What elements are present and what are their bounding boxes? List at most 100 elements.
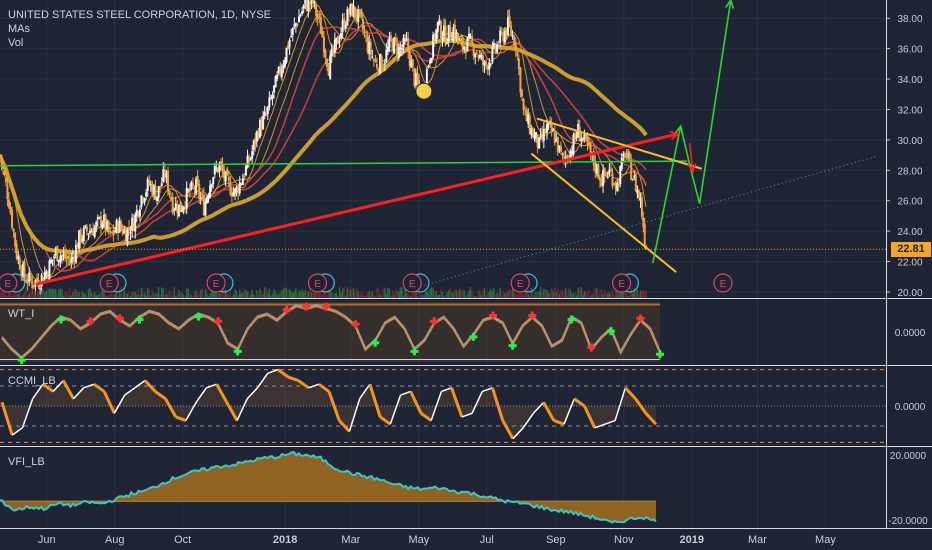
price-tick-label: 30.00 (897, 136, 922, 147)
symbol-title[interactable]: UNITED STATES STEEL CORPORATION, 1D, NYS… (8, 9, 272, 21)
candle-body (547, 122, 550, 125)
candle-body (360, 9, 363, 18)
last-price-tag: 22.81 (891, 241, 931, 257)
volume-bar (588, 290, 590, 298)
candle-body (204, 201, 207, 216)
volume-bar (391, 290, 394, 298)
candle-body (212, 177, 215, 185)
volume-bar (25, 287, 27, 298)
volume-bar (624, 290, 626, 298)
volume-bar (145, 295, 147, 298)
volume-bar (547, 293, 550, 298)
candle-body (391, 39, 394, 51)
volume-bar (614, 290, 617, 298)
ccmi-pane-label[interactable]: CCMI_LB (8, 375, 56, 387)
volume-bar (608, 292, 611, 298)
candle-body (305, 0, 308, 11)
candle-body (124, 229, 127, 242)
candle-body (321, 31, 324, 38)
volume-bar (516, 294, 519, 298)
volume-bar (312, 293, 314, 298)
candle-body (25, 279, 28, 283)
candle-body (196, 175, 199, 185)
volume-bar (23, 291, 26, 298)
wt-pane-label[interactable]: WT_I (8, 308, 35, 320)
wt-oscillator: 0.0000 (0, 302, 926, 365)
ccmi-segment (563, 398, 575, 425)
volume-bar (455, 290, 458, 298)
candle-body (101, 223, 104, 229)
candle-body (511, 34, 514, 38)
volume-bar (36, 291, 38, 298)
volume-bar (114, 293, 116, 298)
candle-body (517, 58, 520, 69)
candle-body (140, 195, 143, 207)
moving-average-100 (0, 38, 648, 255)
volume-bar (47, 289, 49, 298)
volume-bar (494, 294, 497, 298)
candle-body (489, 63, 492, 65)
price-tick-label: 26.00 (897, 197, 922, 208)
candle-body (152, 185, 155, 195)
volume-bar (65, 291, 68, 298)
candle-body (449, 26, 452, 38)
volume-bar (437, 294, 439, 298)
wedge-lower-line (530, 152, 677, 273)
candle-body (346, 9, 349, 26)
volume-bar (384, 287, 386, 298)
volume-bar (224, 289, 227, 298)
time-tick-label: May (815, 534, 836, 546)
ma-legend-label[interactable]: MAs (8, 23, 30, 35)
volume-bar (345, 295, 347, 298)
price-candles[interactable] (0, 0, 648, 298)
candle-body (505, 28, 508, 35)
candle-body (23, 261, 26, 278)
volume-bar (366, 292, 369, 298)
volume-bar (204, 289, 207, 298)
volume-bar (189, 293, 191, 298)
volume-bar (572, 293, 575, 298)
ccmi-segment (379, 415, 392, 426)
candle-body (386, 46, 389, 52)
candle-body (559, 146, 562, 152)
candle-body (227, 176, 230, 181)
ccmi-segment (338, 419, 351, 433)
candle-body (475, 52, 478, 54)
volume-bar (340, 292, 342, 298)
volume-bar (482, 289, 484, 298)
volume-bar (380, 295, 383, 298)
volume-bar (596, 288, 598, 298)
volume-bar (416, 295, 419, 298)
volume-bar (0, 294, 3, 298)
candle-body (581, 137, 584, 139)
ccmi-pane: 0.0000 (0, 368, 926, 443)
volume-bar (167, 292, 169, 298)
volume-bar (0, 291, 1, 298)
candle-body (427, 65, 430, 67)
volume-bar (285, 288, 288, 298)
candle-body (407, 37, 410, 52)
candle-body (159, 185, 162, 188)
volume-bar (418, 288, 420, 298)
vfi-pane-label[interactable]: VFI_LB (8, 456, 45, 468)
volume-bar (83, 293, 85, 298)
volume-bar (597, 295, 600, 298)
volume-bar (6, 295, 9, 298)
candle-body (458, 39, 461, 41)
volume-bar (37, 291, 40, 298)
trend-drawings[interactable] (0, 0, 876, 293)
ccmi-segment (124, 387, 136, 396)
vol-legend-label[interactable]: Vol (8, 37, 24, 49)
volume-bar (540, 287, 542, 298)
volume-bar (430, 287, 433, 298)
candle-body (113, 230, 116, 233)
ccmi-segment (634, 397, 648, 415)
price-grid (0, 0, 886, 528)
candle-body (6, 185, 9, 199)
candle-body (308, 2, 311, 5)
candle-body (0, 155, 3, 164)
volume-bar (243, 288, 246, 298)
candle-body (385, 50, 388, 62)
volume-bar (555, 292, 558, 298)
